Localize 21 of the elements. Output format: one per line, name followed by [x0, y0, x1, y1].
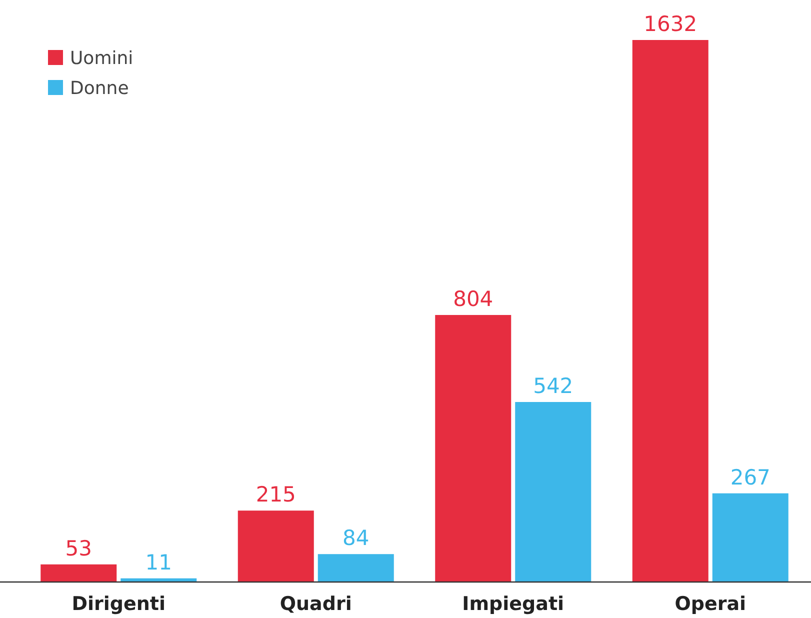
data-label: 215 — [256, 482, 296, 507]
legend-label: Donne — [70, 78, 129, 99]
x-tick-label: Impiegati — [462, 593, 564, 615]
x-tick-label: Operai — [674, 593, 746, 615]
legend-label: Uomini — [70, 48, 134, 69]
data-label: 804 — [453, 286, 494, 311]
bar — [435, 314, 512, 582]
data-label: 542 — [533, 374, 574, 398]
data-label: 267 — [730, 465, 770, 490]
data-label: 1632 — [644, 12, 698, 36]
bar — [515, 402, 592, 582]
bar — [40, 564, 117, 582]
data-label: 11 — [145, 550, 172, 574]
x-tick-label: Quadri — [280, 593, 352, 615]
bar — [632, 40, 708, 582]
data-label: 53 — [65, 536, 92, 560]
bar — [318, 554, 394, 582]
bar — [238, 510, 314, 582]
data-label: 84 — [342, 526, 370, 550]
bar — [712, 493, 788, 582]
x-tick-label: Dirigenti — [72, 593, 166, 615]
